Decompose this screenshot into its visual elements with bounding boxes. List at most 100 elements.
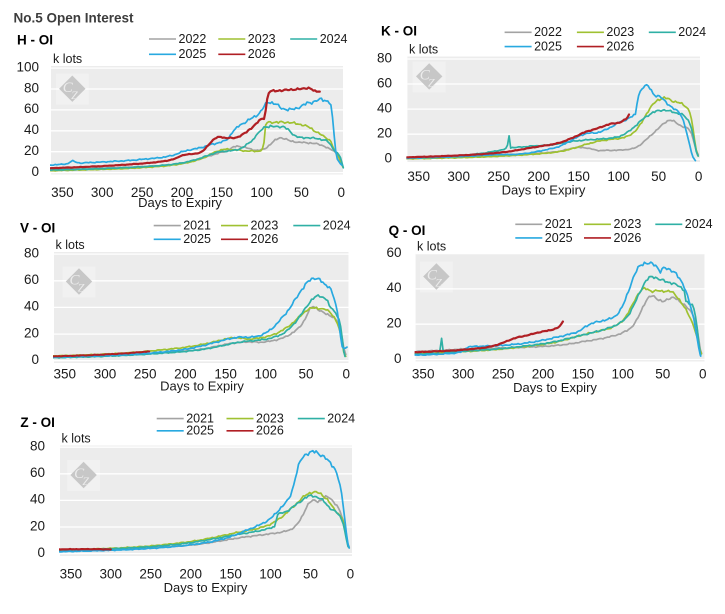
svg-text:2023: 2023 (248, 32, 276, 46)
svg-text:2022: 2022 (534, 25, 562, 39)
svg-text:Z: Z (71, 88, 78, 102)
svg-text:V - OI: V - OI (20, 221, 55, 236)
svg-text:350: 350 (407, 169, 430, 184)
svg-text:C: C (74, 466, 85, 482)
svg-text:250: 250 (487, 169, 510, 184)
svg-text:20: 20 (377, 126, 392, 141)
svg-text:2026: 2026 (256, 424, 284, 438)
svg-text:k lots: k lots (53, 52, 82, 66)
svg-text:2025: 2025 (545, 231, 573, 245)
svg-text:2025: 2025 (534, 40, 562, 54)
svg-text:100: 100 (250, 185, 273, 200)
svg-text:150: 150 (567, 169, 590, 184)
svg-text:2026: 2026 (248, 47, 276, 61)
svg-text:Days to Expiry: Days to Expiry (164, 580, 248, 595)
svg-text:0: 0 (338, 185, 346, 200)
svg-text:2023: 2023 (606, 25, 634, 39)
svg-text:2023: 2023 (614, 217, 642, 231)
svg-text:2024: 2024 (327, 412, 355, 426)
svg-text:Z: Z (82, 474, 89, 488)
svg-text:20: 20 (24, 325, 39, 340)
svg-text:20: 20 (24, 143, 39, 158)
svg-text:k lots: k lots (409, 42, 438, 56)
svg-text:50: 50 (298, 366, 313, 381)
svg-text:40: 40 (24, 299, 39, 314)
svg-text:350: 350 (412, 367, 435, 382)
svg-text:150: 150 (214, 366, 237, 381)
svg-text:350: 350 (60, 566, 83, 581)
svg-text:250: 250 (492, 367, 515, 382)
svg-text:200: 200 (179, 566, 202, 581)
svg-text:No.5 Open Interest: No.5 Open Interest (14, 10, 135, 25)
svg-text:100: 100 (255, 366, 278, 381)
svg-text:C: C (427, 268, 438, 284)
svg-text:Days to Expiry: Days to Expiry (160, 378, 244, 393)
svg-text:2025: 2025 (183, 232, 211, 246)
svg-text:200: 200 (174, 366, 197, 381)
svg-text:0: 0 (394, 351, 402, 366)
svg-text:60: 60 (30, 465, 45, 480)
svg-text:300: 300 (94, 366, 117, 381)
svg-text:80: 80 (24, 245, 39, 260)
svg-text:80: 80 (377, 50, 392, 65)
svg-text:300: 300 (91, 185, 114, 200)
svg-text:Q - OI: Q - OI (389, 223, 426, 238)
svg-text:200: 200 (171, 185, 194, 200)
svg-text:0: 0 (37, 545, 45, 560)
svg-text:60: 60 (386, 245, 401, 260)
svg-text:0: 0 (31, 164, 39, 179)
svg-text:0: 0 (347, 566, 355, 581)
svg-text:40: 40 (377, 100, 392, 115)
svg-text:350: 350 (51, 185, 74, 200)
svg-text:C: C (63, 80, 74, 96)
svg-text:Z: Z (435, 276, 442, 290)
svg-text:20: 20 (30, 518, 45, 533)
svg-text:100: 100 (607, 169, 630, 184)
svg-text:Days to Expiry: Days to Expiry (502, 183, 586, 198)
svg-text:60: 60 (24, 101, 39, 116)
svg-text:350: 350 (54, 366, 77, 381)
svg-text:250: 250 (131, 185, 154, 200)
svg-text:20: 20 (386, 316, 401, 331)
svg-text:2026: 2026 (614, 231, 642, 245)
svg-text:2024: 2024 (320, 32, 348, 46)
svg-text:60: 60 (24, 272, 39, 287)
svg-text:250: 250 (134, 366, 157, 381)
svg-text:2023: 2023 (256, 412, 284, 426)
svg-text:250: 250 (139, 566, 162, 581)
svg-text:Days to Expiry: Days to Expiry (138, 195, 222, 210)
svg-text:0: 0 (31, 352, 39, 367)
svg-text:2021: 2021 (186, 412, 214, 426)
svg-text:80: 80 (24, 80, 39, 95)
svg-text:0: 0 (699, 367, 707, 382)
svg-text:100: 100 (612, 367, 635, 382)
svg-text:50: 50 (651, 169, 666, 184)
svg-text:K - OI: K - OI (381, 24, 417, 39)
svg-text:40: 40 (30, 492, 45, 507)
svg-text:Days to Expiry: Days to Expiry (513, 380, 597, 395)
svg-text:100: 100 (16, 59, 39, 74)
svg-text:100: 100 (259, 566, 282, 581)
svg-text:150: 150 (211, 185, 234, 200)
svg-text:2025: 2025 (179, 47, 207, 61)
svg-text:300: 300 (452, 367, 475, 382)
svg-text:2026: 2026 (251, 232, 279, 246)
svg-text:200: 200 (527, 169, 550, 184)
svg-text:2024: 2024 (323, 219, 351, 233)
svg-text:2022: 2022 (179, 32, 207, 46)
svg-text:2023: 2023 (251, 219, 279, 233)
svg-text:2021: 2021 (545, 217, 573, 231)
svg-text:50: 50 (303, 566, 318, 581)
svg-text:300: 300 (100, 566, 123, 581)
svg-text:0: 0 (384, 151, 392, 166)
svg-text:Z - OI: Z - OI (20, 415, 55, 430)
svg-text:40: 40 (24, 122, 39, 137)
svg-text:Z: Z (78, 281, 85, 295)
svg-text:H - OI: H - OI (17, 33, 53, 48)
svg-text:2025: 2025 (186, 424, 214, 438)
svg-text:k lots: k lots (56, 238, 85, 252)
svg-text:80: 80 (30, 439, 45, 454)
svg-text:0: 0 (695, 169, 703, 184)
svg-text:40: 40 (386, 280, 401, 295)
svg-text:2024: 2024 (678, 25, 706, 39)
